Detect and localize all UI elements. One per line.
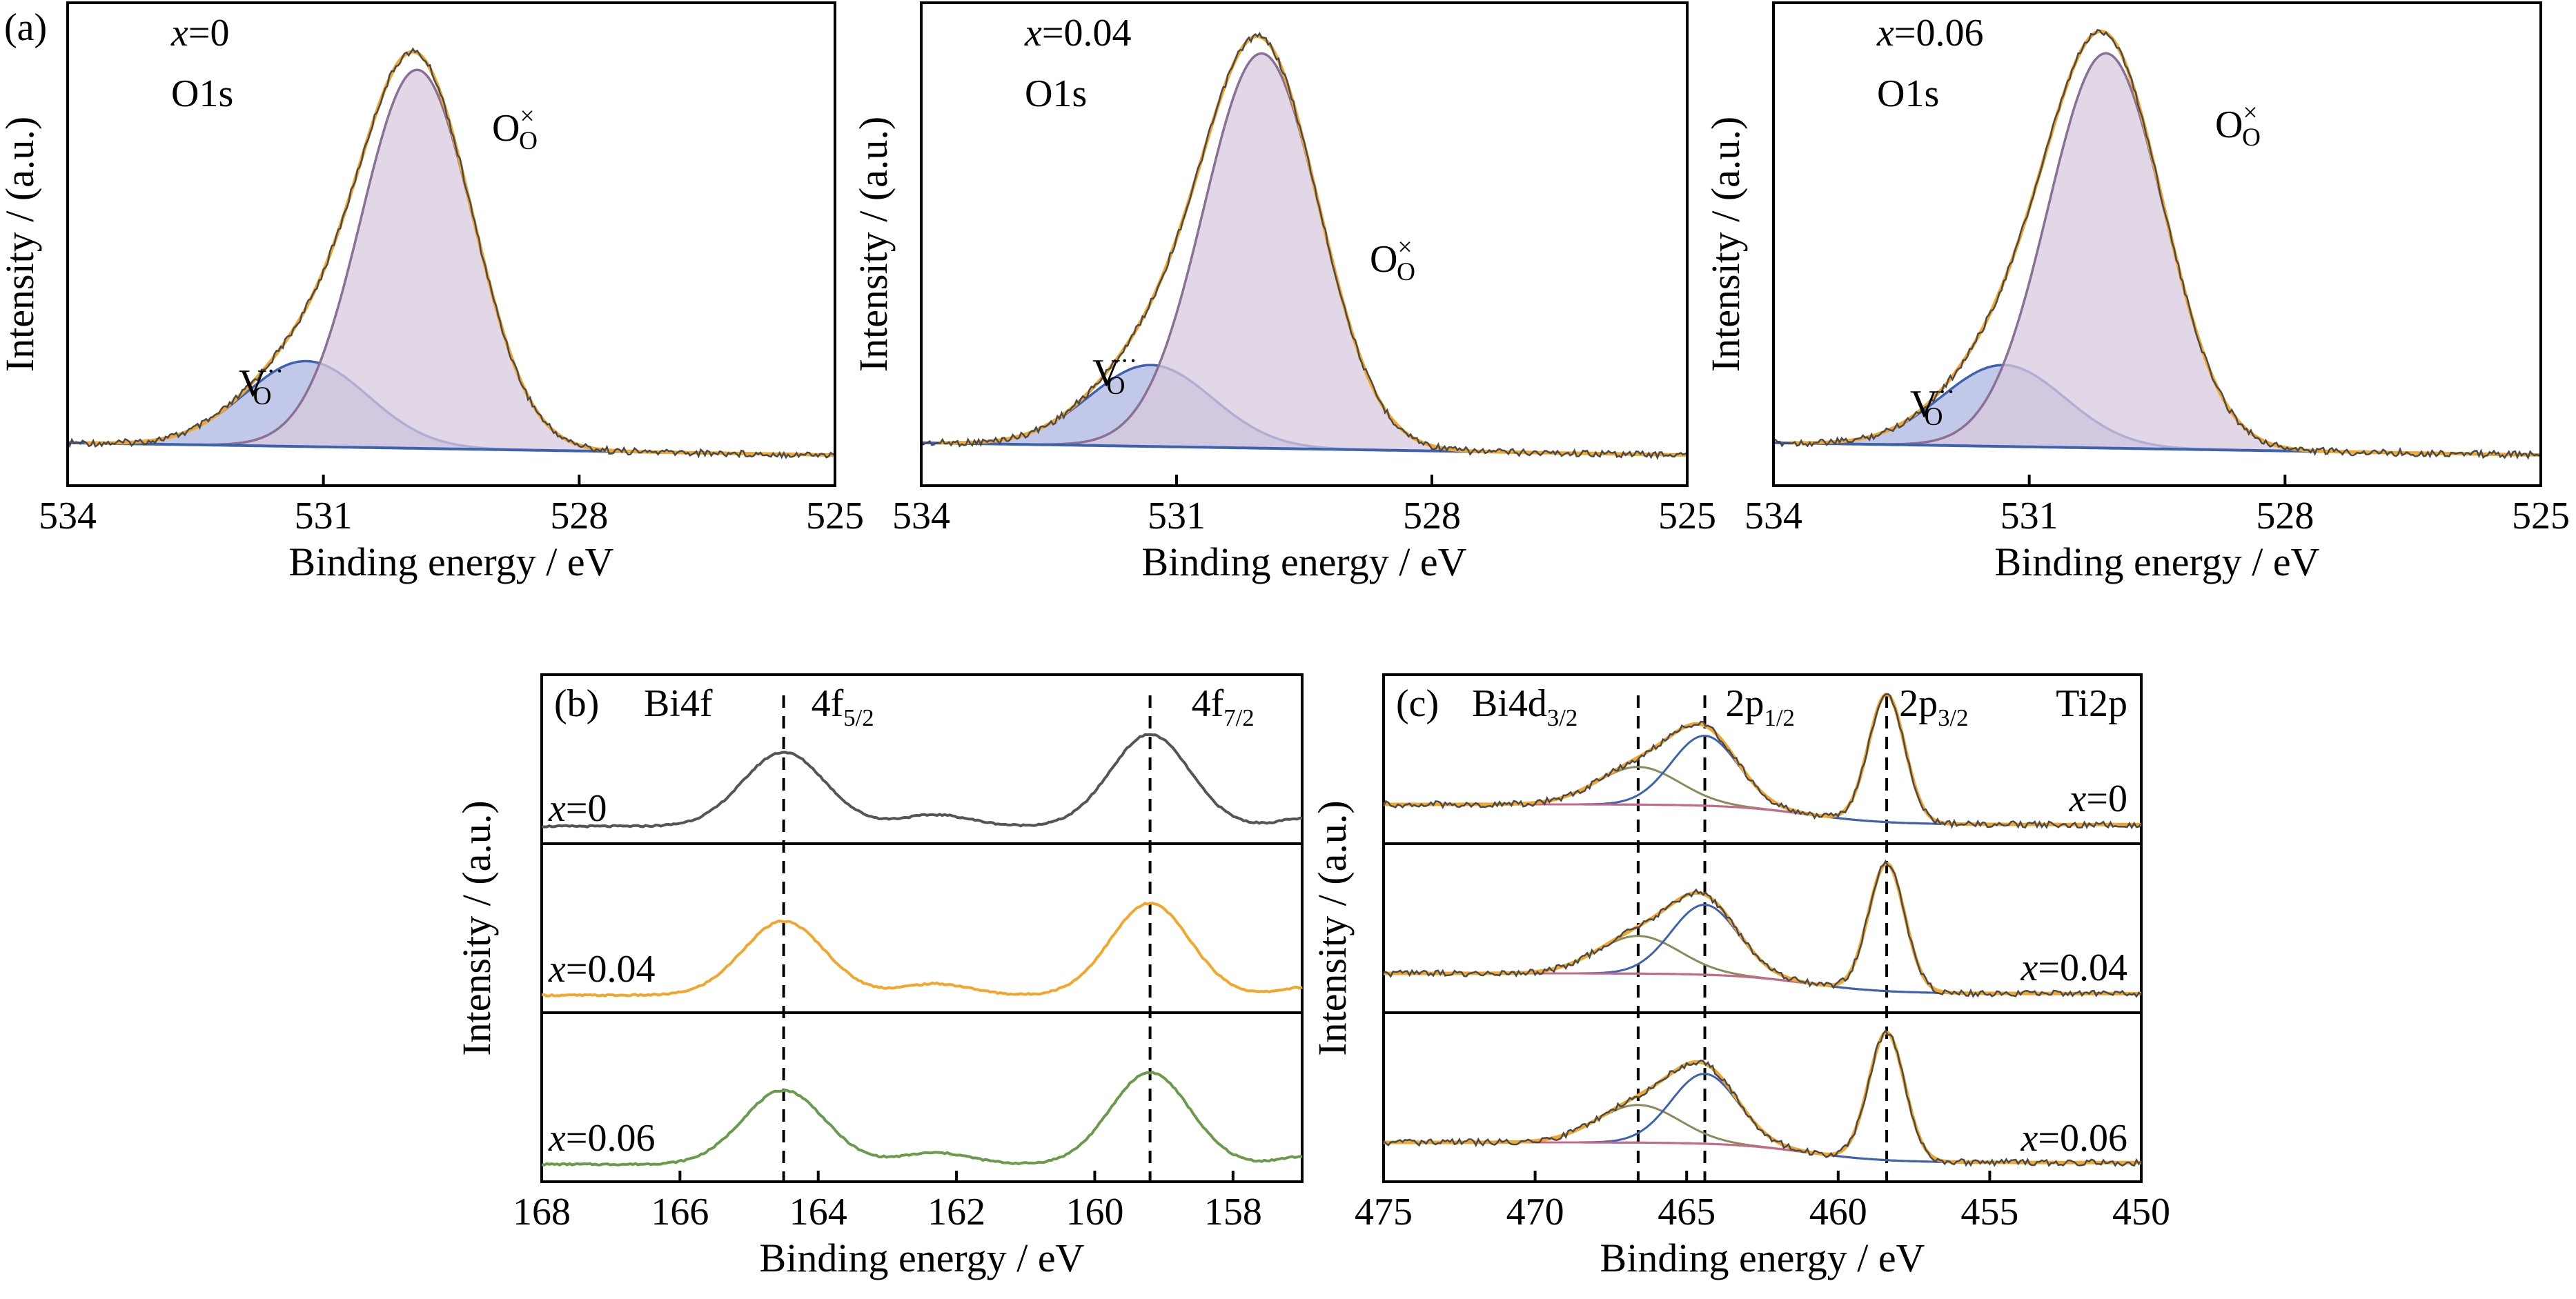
panel-c-component-line xyxy=(1384,735,2141,826)
panel-a3-x-axis-label: Binding energy / eV xyxy=(1995,539,2320,584)
panel-c-y-axis-label: Intensity / (a.u.) xyxy=(1310,800,1355,1055)
panel-b-series-line xyxy=(541,733,1303,829)
panel-a-letter: (a) xyxy=(4,6,47,49)
panel-a1-oo-label: O× O xyxy=(492,102,538,155)
panel-a3-x-tick-label: 528 xyxy=(2256,495,2314,537)
panel-c-x-tick-label: 465 xyxy=(1658,1191,1715,1233)
panel-a3-peak-fill xyxy=(1790,53,2541,455)
panel-c-letter: (c) xyxy=(1396,682,1439,725)
panel-b-series-line xyxy=(541,902,1303,998)
panel-a2-raw-spectrum xyxy=(920,32,1688,461)
panel-b-x-tick-label: 166 xyxy=(651,1191,709,1233)
panel-a1-frame xyxy=(66,1,836,487)
panel-a1-x-axis-label: Binding energy / eV xyxy=(289,539,614,584)
panel-c-x-tick-label: 455 xyxy=(1960,1191,2018,1233)
panel-a1-core-level-label: O1s xyxy=(171,72,233,115)
panel-a2-oo-label: O× O xyxy=(1370,233,1415,286)
panel-c-frame xyxy=(1382,673,2143,1183)
panel-a3-raw-spectrum xyxy=(1773,29,2541,460)
panel-b-element-label: Bi4f xyxy=(644,682,713,725)
panel-c-peak-label: 2p1/2 xyxy=(1726,682,1795,731)
panel-a2-x-axis-label: Binding energy / eV xyxy=(1142,539,1467,584)
panel-a2-x-tick-label: 531 xyxy=(1148,495,1206,537)
panel-c-element-label: Ti2p xyxy=(2056,682,2127,725)
panel-a1-x-tick-label: 531 xyxy=(295,495,353,537)
panel-a3-x-tick-label: 534 xyxy=(1744,495,1802,537)
panel-c-series-label: x=0 xyxy=(2069,777,2127,820)
panel-b-series-label: x=0 xyxy=(548,787,607,830)
panel-a1-peak-fill xyxy=(84,70,836,455)
panel-b-series-label: x=0.04 xyxy=(548,948,655,991)
panel-a3-x-tick-label: 525 xyxy=(2512,495,2570,537)
panel-b-peak-label: 4f5/2 xyxy=(812,682,874,731)
panel-b-x-tick-label: 168 xyxy=(513,1191,571,1233)
panel-c-x-tick-label: 470 xyxy=(1506,1191,1564,1233)
panel-a3-x-tick-label: 531 xyxy=(2000,495,2058,537)
panel-b-series-label: x=0.06 xyxy=(548,1117,655,1160)
panel-a1-vo-label: V·· O xyxy=(239,357,284,410)
panel-c-x-tick-label: 475 xyxy=(1355,1191,1413,1233)
panel-c-x-axis-label: Binding energy / eV xyxy=(1600,1236,1925,1280)
panel-b-frame xyxy=(540,673,1304,1183)
panel-c-raw-spectrum xyxy=(1383,1029,2142,1167)
panel-a3-y-axis-label: Intensity / (a.u.) xyxy=(1703,117,1748,372)
panel-a1-composition-label: x=0 xyxy=(170,12,229,54)
panel-a3-frame xyxy=(1772,1,2542,487)
panel-a1-y-axis-label: Intensity / (a.u.) xyxy=(0,117,42,372)
panel-a2-peak-fill xyxy=(938,53,1687,455)
panel-b-peak-label: 4f7/2 xyxy=(1192,682,1255,731)
panel-a2-composition-label: x=0.04 xyxy=(1024,12,1131,54)
panel-b-x-tick-label: 162 xyxy=(927,1191,985,1233)
panel-b-series-line xyxy=(542,1071,1303,1167)
panel-a1-plot xyxy=(66,47,836,459)
panel-a1-x-tick-label: 528 xyxy=(550,495,608,537)
panel-c-x-tick-label: 450 xyxy=(2112,1191,2170,1233)
panel-b-letter: (b) xyxy=(554,682,599,725)
panel-c-series-label: x=0.06 xyxy=(2021,1117,2127,1160)
panel-b-x-axis-label: Binding energy / eV xyxy=(760,1236,1085,1280)
panel-c-peak-label: 2p3/2 xyxy=(1899,682,1968,731)
panel-a2-y-axis-label: Intensity / (a.u.) xyxy=(851,117,896,372)
panel-a3-vo-label: V·· O xyxy=(1910,378,1955,431)
panel-a3-oo-label: O× O xyxy=(2215,99,2261,152)
panel-c-x-tick-label: 460 xyxy=(1809,1191,1867,1233)
panel-c-peak-label: Bi4d3/2 xyxy=(1472,682,1577,731)
panel-a1-raw-spectrum xyxy=(66,47,836,459)
panel-a1-x-tick-label: 525 xyxy=(806,495,864,537)
panel-a2-frame xyxy=(920,1,1689,487)
panel-b-x-tick-label: 160 xyxy=(1065,1191,1123,1233)
panel-a2-vo-label: V·· O xyxy=(1092,347,1137,400)
panel-a2-core-level-label: O1s xyxy=(1025,72,1087,115)
panel-a2-plot xyxy=(920,32,1688,461)
panel-b-x-tick-label: 158 xyxy=(1204,1191,1262,1233)
panel-c-component-line xyxy=(1384,766,2141,826)
panel-a3-core-level-label: O1s xyxy=(1877,72,1939,115)
panel-a2-x-tick-label: 534 xyxy=(892,495,950,537)
panel-c-series-label: x=0.04 xyxy=(2021,946,2127,989)
panel-a1-x-tick-label: 534 xyxy=(39,495,97,537)
panel-c-raw-spectrum xyxy=(1382,693,2143,830)
panel-a3-plot xyxy=(1773,29,2541,460)
panel-a3-composition-label: x=0.06 xyxy=(1876,12,1983,54)
panel-b-x-tick-label: 164 xyxy=(789,1191,847,1233)
panel-a2-x-tick-label: 525 xyxy=(1658,495,1716,537)
panel-b-y-axis-label: Intensity / (a.u.) xyxy=(454,800,499,1055)
panel-c-raw-spectrum xyxy=(1383,860,2142,998)
panel-a2-x-tick-label: 528 xyxy=(1403,495,1461,537)
